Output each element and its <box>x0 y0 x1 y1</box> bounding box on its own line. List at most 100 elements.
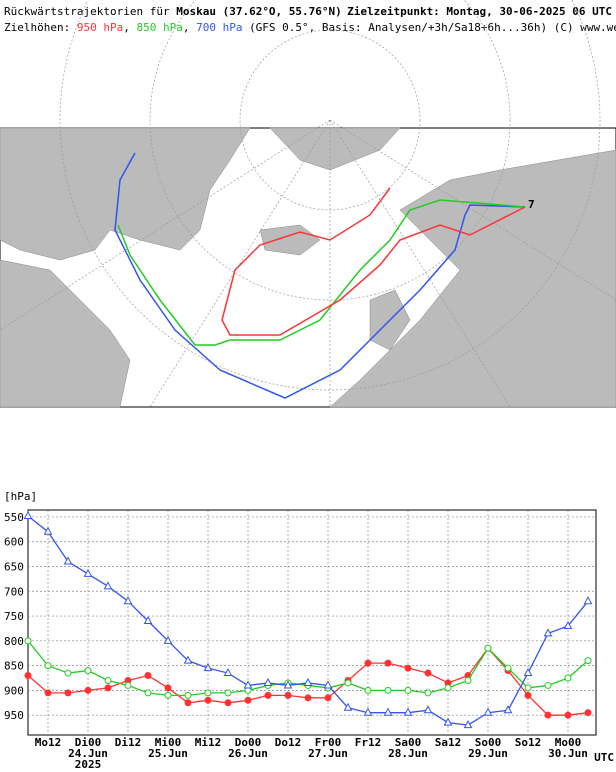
point <box>364 686 372 694</box>
point <box>444 684 452 692</box>
point <box>183 655 193 664</box>
point <box>84 667 92 675</box>
point <box>223 667 233 677</box>
point <box>123 596 133 605</box>
y-tick-label: 900 <box>4 684 24 697</box>
point <box>543 628 553 637</box>
x-tick-label: Sa00 <box>395 736 422 749</box>
x-tick-label: So00 <box>475 736 502 749</box>
date-label: 24.Jun <box>68 747 108 760</box>
date-label: 25.Jun <box>148 747 188 760</box>
target-time: Zielzeitpunkt: Montag, 30-06-2025 06 UTC <box>347 5 612 18</box>
point <box>224 689 232 697</box>
point <box>163 635 173 644</box>
x-tick-label: Mi00 <box>155 736 182 749</box>
point <box>204 689 212 697</box>
point <box>303 677 313 686</box>
point <box>344 679 352 687</box>
point <box>363 707 373 716</box>
point <box>43 526 53 535</box>
y-tick-label: 850 <box>4 660 24 673</box>
point <box>143 615 153 625</box>
point <box>523 667 533 677</box>
point <box>583 596 593 605</box>
x-tick-label: Fr12 <box>355 736 382 749</box>
point <box>224 699 232 707</box>
point <box>164 691 172 699</box>
point <box>24 672 32 680</box>
plot-frame <box>27 509 597 736</box>
point <box>284 691 292 699</box>
point <box>424 669 432 677</box>
point <box>144 689 152 697</box>
point <box>243 680 253 689</box>
point <box>584 709 592 717</box>
x-tick-label: So12 <box>515 736 542 749</box>
copyright: (C) www.wetter3.de <box>554 21 616 34</box>
point <box>104 684 112 692</box>
date-label: 30.Jun <box>548 747 588 760</box>
x-tick-label: Fr00 <box>315 736 342 749</box>
point <box>103 581 113 590</box>
y-tick-label: 600 <box>4 536 24 549</box>
x-tick-label: Di12 <box>115 736 142 749</box>
x-tick-label: Mo00 <box>555 736 582 749</box>
point <box>184 691 192 699</box>
coords: (37.62°O, 55.76°N) <box>223 5 342 18</box>
header-line2: Zielhöhen: 950 hPa, 850 hPa, 700 hPa (GF… <box>4 21 616 34</box>
point <box>324 694 332 702</box>
point <box>384 686 392 694</box>
point <box>104 676 112 684</box>
point <box>203 663 213 672</box>
point <box>164 684 172 692</box>
point <box>504 664 512 672</box>
point <box>584 657 592 665</box>
header-line1: Rückwärtstrajektorien für Moskau (37.62°… <box>4 5 342 18</box>
point <box>343 702 353 711</box>
point <box>424 689 432 697</box>
point <box>63 556 73 565</box>
point <box>244 696 252 704</box>
point <box>383 707 393 716</box>
point <box>524 684 532 692</box>
y-tick-label: 700 <box>4 585 24 598</box>
point <box>144 672 152 680</box>
legend-entry: 950 hPa <box>77 21 123 34</box>
point <box>483 707 493 716</box>
x-tick-label: Mi12 <box>195 736 222 749</box>
point <box>384 659 392 667</box>
point <box>304 694 312 702</box>
x-unit: UTC <box>594 751 614 764</box>
place: Moskau <box>176 5 216 18</box>
legend-entry: 700 hPa <box>196 21 242 34</box>
point <box>263 677 273 686</box>
point <box>404 664 412 672</box>
point <box>463 720 473 729</box>
point <box>84 686 92 694</box>
point <box>403 707 413 716</box>
point <box>64 689 72 697</box>
point <box>64 669 72 677</box>
date-label: 26.Jun <box>228 747 268 760</box>
point <box>563 620 573 629</box>
point <box>23 510 33 519</box>
map-end-label: 7 <box>528 198 535 211</box>
date-label: 28.Jun <box>388 747 428 760</box>
point <box>503 705 513 714</box>
y-tick-label: 550 <box>4 511 24 524</box>
date-label: 27.Jun <box>308 747 348 760</box>
point <box>124 681 132 689</box>
point <box>83 568 93 577</box>
point <box>364 659 372 667</box>
info: (GFS 0.5°, Basis: Analysen/+3h/Sa18+6h..… <box>249 21 547 34</box>
x-tick-label: Sa12 <box>435 736 462 749</box>
point <box>44 689 52 697</box>
point <box>564 674 572 682</box>
y-tick-label: 950 <box>4 709 24 722</box>
y-tick-label: 650 <box>4 560 24 573</box>
year-label: 2025 <box>75 758 102 768</box>
title-prefix: Rückwärtstrajektorien für <box>4 5 170 18</box>
map: 7 <box>0 0 616 408</box>
x-tick-label: Do12 <box>275 736 302 749</box>
